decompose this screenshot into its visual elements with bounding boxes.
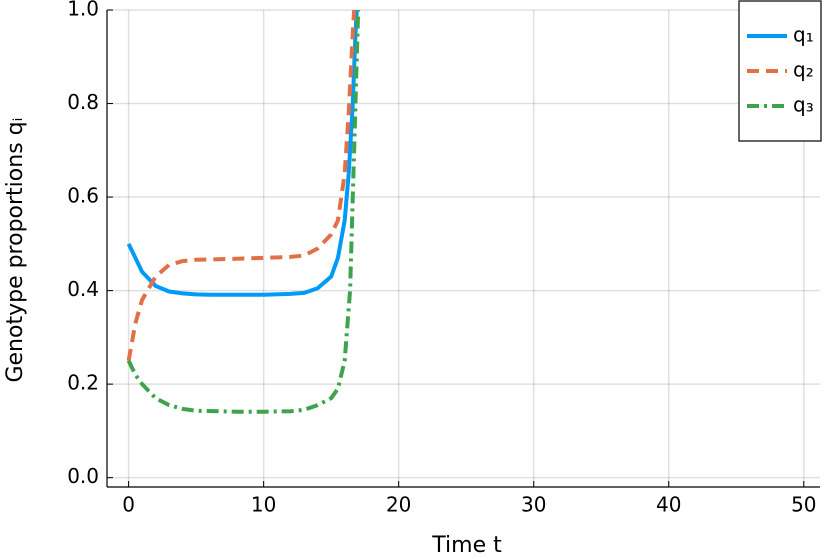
data-line bbox=[126, 9, 361, 414]
y-tick-label: 0.6 bbox=[67, 184, 99, 208]
y-tick-label: 0.0 bbox=[67, 464, 99, 488]
x-tick-label: 0 bbox=[122, 493, 135, 517]
y-tick-label: 1.0 bbox=[67, 0, 99, 21]
x-tick-label: 20 bbox=[386, 493, 411, 517]
x-axis-label: Time t bbox=[431, 533, 502, 558]
y-tick-label: 0.8 bbox=[67, 90, 99, 114]
x-tick-label: 30 bbox=[521, 493, 546, 517]
x-tick-label: 10 bbox=[251, 493, 276, 517]
legend-label: q₃ bbox=[793, 93, 814, 117]
y-tick-label: 0.2 bbox=[67, 371, 99, 395]
x-tick-label: 40 bbox=[656, 493, 681, 517]
legend-label: q₂ bbox=[793, 58, 814, 82]
data-line bbox=[126, 9, 357, 362]
y-tick-label: 0.4 bbox=[67, 277, 99, 301]
y-axis-label: Genotype proportions qᵢ bbox=[3, 117, 28, 382]
legend-label: q₁ bbox=[793, 23, 814, 47]
x-tick-label: 50 bbox=[791, 493, 816, 517]
data-line bbox=[126, 9, 359, 297]
